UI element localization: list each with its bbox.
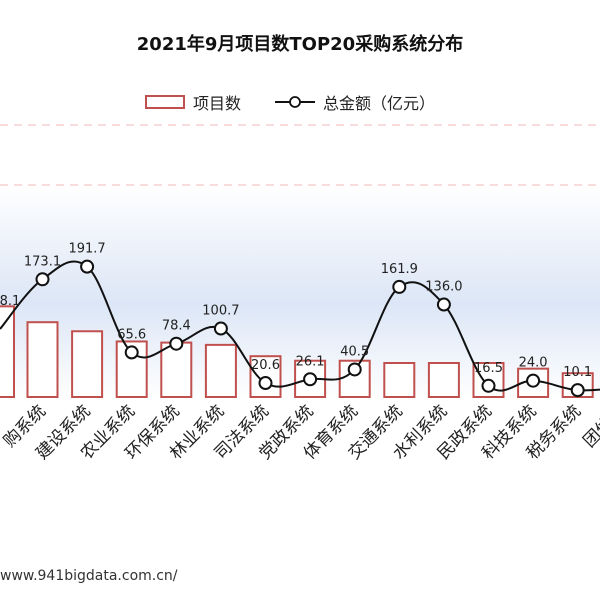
data-label-partial: 8.1 [0, 294, 20, 309]
line-marker-6 [303, 372, 318, 387]
data-label-2: 65.6 [117, 327, 146, 342]
legend-bar-swatch [145, 95, 185, 109]
data-label-8: 161.9 [381, 262, 418, 277]
bar-5 [249, 355, 282, 399]
line-series [0, 259, 600, 398]
data-label-0: 173.1 [24, 254, 61, 269]
line-marker-9 [436, 297, 451, 312]
line-marker-5 [258, 375, 273, 390]
legend-line-label: 总金额（亿元） [323, 94, 436, 113]
data-label-7: 40.5 [340, 344, 369, 359]
category-label-13: 团体系 [580, 401, 600, 451]
line-marker-8 [392, 279, 407, 294]
x-axis-labels: 购系统建设系统农业系统环保系统林业系统司法系统党政系统体育系统交通系统水利系统民… [0, 401, 600, 463]
data-label-12: 10.1 [563, 365, 592, 380]
line-marker-7 [347, 362, 362, 377]
line-marker-1 [80, 259, 95, 274]
line-marker-10 [481, 378, 496, 393]
legend-item-bar: 项目数 [145, 90, 241, 114]
bar-3 [160, 341, 193, 399]
bar-1 [71, 330, 104, 398]
legend-line-swatch [275, 96, 316, 108]
line-marker-11 [526, 373, 541, 388]
bar-9 [427, 362, 460, 398]
data-label-11: 24.0 [519, 356, 548, 371]
chart-title: 2021年9月项目数TOP20采购系统分布 [136, 34, 464, 55]
line-marker-4 [213, 321, 228, 336]
line-path [0, 260, 600, 392]
line-marker-0 [35, 272, 50, 287]
data-label-10: 16.5 [474, 361, 503, 376]
bar-0 [26, 321, 59, 399]
data-label-5: 20.6 [251, 358, 280, 373]
data-label-3: 78.4 [162, 319, 191, 334]
legend-item-line: 总金额（亿元） [275, 90, 435, 114]
data-label-6: 26.1 [296, 354, 325, 369]
data-label-9: 136.0 [425, 280, 462, 295]
data-labels: 8.1 173.1 191.7 65.6 78.4 100.7 20.6 26.1 40.5 16… [0, 242, 592, 380]
legend-bar-label: 项目数 [193, 94, 242, 113]
bar-partial-left [0, 305, 15, 399]
footer-url: www.941bigdata.com.cn/ [0, 568, 178, 584]
data-label-4: 100.7 [202, 304, 239, 319]
line-marker-2 [124, 345, 139, 360]
line-marker-12 [570, 383, 585, 398]
data-label-1: 191.7 [68, 242, 105, 257]
grid-lines [0, 124, 600, 186]
legend: 项目数 总金额（亿元） [145, 90, 469, 114]
line-marker-3 [169, 336, 184, 351]
bar-8 [383, 362, 416, 398]
bar-4 [204, 343, 237, 399]
